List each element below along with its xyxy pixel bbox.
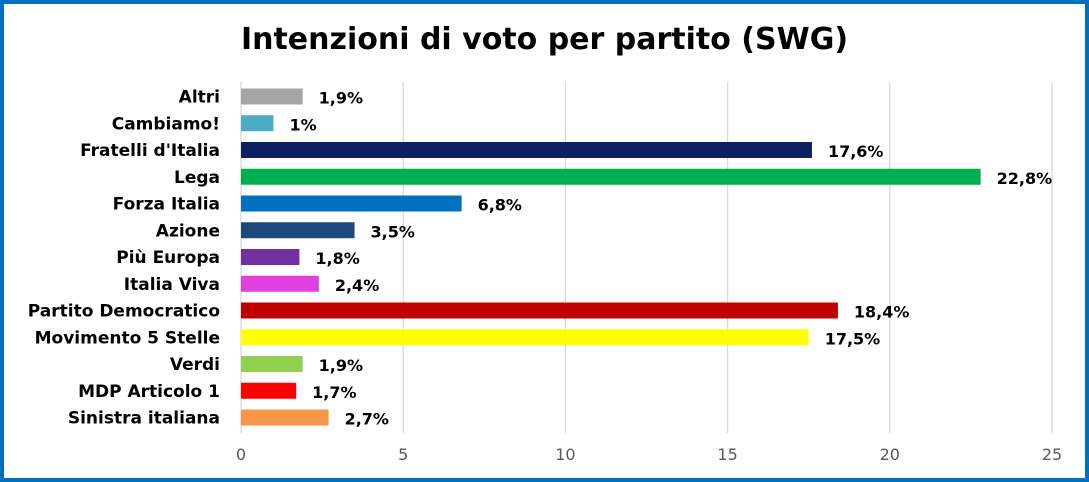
data-label: 1,9% xyxy=(319,356,363,375)
category-label: Più Europa xyxy=(116,248,220,268)
bar xyxy=(241,356,303,372)
category-label: Azione xyxy=(156,221,220,241)
category-label: Sinistra italiana xyxy=(68,409,220,429)
data-label: 17,6% xyxy=(828,142,884,161)
data-label: 18,4% xyxy=(854,303,910,322)
x-tick-label: 15 xyxy=(717,445,737,464)
gridlines xyxy=(240,82,1053,433)
category-label: Fratelli d'Italia xyxy=(80,141,220,161)
data-label: 1% xyxy=(289,115,316,134)
category-label: Cambiamo! xyxy=(112,114,220,134)
category-label: Verdi xyxy=(170,355,220,375)
chart-title: Intenzioni di voto per partito (SWG) xyxy=(240,22,849,57)
data-label: 1,7% xyxy=(312,383,356,402)
bar xyxy=(241,382,297,399)
x-tick-label: 10 xyxy=(555,445,575,464)
category-label: Altri xyxy=(179,88,220,108)
bar xyxy=(241,195,462,212)
data-label: 3,5% xyxy=(371,222,415,241)
category-label: Italia Viva xyxy=(124,275,220,295)
data-label: 2,4% xyxy=(335,276,379,295)
bar xyxy=(241,222,355,239)
bar xyxy=(241,275,319,292)
value-labels: 1,9%1%17,6%22,8%6,8%3,5%1,8%2,4%18,4%17,… xyxy=(289,89,1052,429)
x-tick-label: 5 xyxy=(398,445,408,464)
bars xyxy=(241,88,981,426)
x-tick-label: 0 xyxy=(236,445,246,464)
bar xyxy=(241,142,812,158)
x-tick-label: 25 xyxy=(1042,445,1062,464)
data-label: 22,8% xyxy=(997,169,1053,188)
data-label: 17,5% xyxy=(825,329,881,348)
bar xyxy=(241,249,300,265)
data-label: 2,7% xyxy=(345,410,389,429)
bar xyxy=(241,409,329,426)
category-labels: Altri Cambiamo! Fratelli d'Italia Lega Forza… xyxy=(28,88,220,429)
bar xyxy=(241,88,303,105)
bar xyxy=(241,302,838,319)
x-tick-label: 20 xyxy=(880,445,900,464)
x-tick-labels: 0 5 10 15 20 25 xyxy=(236,445,1062,464)
category-label: Lega xyxy=(174,168,220,188)
category-label: Movimento 5 Stelle xyxy=(35,328,220,348)
bar xyxy=(241,115,274,132)
data-label: 6,8% xyxy=(478,196,522,215)
category-label: Forza Italia xyxy=(113,195,220,215)
data-label: 1,8% xyxy=(315,249,359,268)
bar xyxy=(241,168,981,185)
category-label: Partito Democratico xyxy=(28,302,220,322)
bar xyxy=(241,329,809,346)
category-label: MDP Articolo 1 xyxy=(78,382,220,402)
data-label: 1,9% xyxy=(319,89,363,108)
